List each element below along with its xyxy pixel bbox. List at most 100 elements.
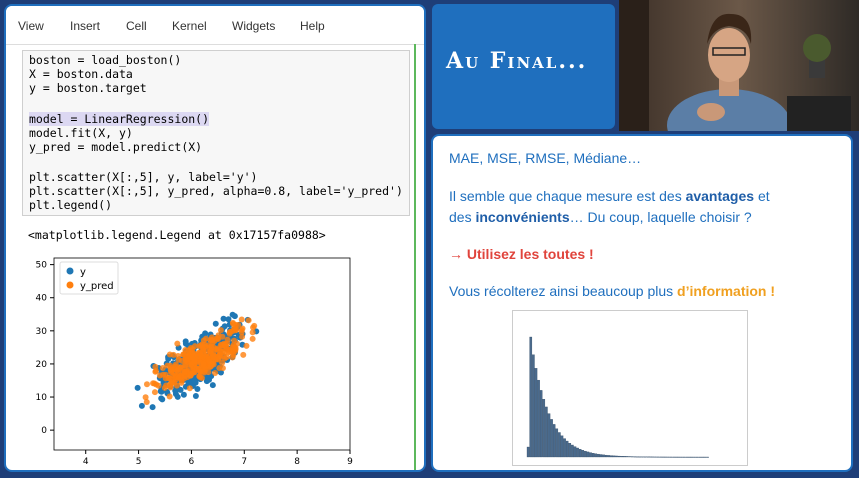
histogram-bar <box>584 450 587 458</box>
text-segment: Il semble que chaque mesure est des <box>449 188 686 204</box>
histogram-bar <box>597 453 600 458</box>
person-hand <box>697 103 725 121</box>
point-y <box>209 382 216 389</box>
point-y-pred <box>174 340 181 347</box>
point-y-pred <box>216 365 223 372</box>
histogram-bar <box>599 454 603 458</box>
cell-output: <matplotlib.legend.Legend at 0x17157fa09… <box>28 228 326 242</box>
code-line-highlighted: model = LinearRegression() <box>29 112 210 126</box>
histogram-bar <box>682 456 686 458</box>
point-y-pred <box>143 381 150 388</box>
histogram-bar <box>677 456 681 458</box>
histogram-bar <box>589 452 592 458</box>
histogram-bar <box>675 456 678 458</box>
point-y-pred <box>168 364 175 371</box>
point-y <box>180 391 187 398</box>
histogram-bar <box>550 419 553 458</box>
histogram-bar <box>555 428 559 458</box>
glasses <box>712 47 746 56</box>
point-y-pred <box>208 344 215 351</box>
histogram-bar <box>701 456 704 458</box>
point-y <box>172 387 179 394</box>
histogram-bar <box>547 413 551 458</box>
point-y-pred <box>225 349 232 356</box>
menu-view[interactable]: View <box>18 19 44 33</box>
point-y-pred <box>226 329 233 336</box>
scatter-plot: 4 5 6 7 8 9 0 10 20 30 40 50 y y_pred <box>36 257 354 464</box>
histogram-bar <box>586 451 590 458</box>
histogram-bar <box>695 456 699 458</box>
person-torso <box>667 89 791 131</box>
point-y-pred <box>251 322 258 329</box>
histogram-bar <box>552 424 556 458</box>
point-y <box>158 388 165 395</box>
histogram-bar <box>545 406 548 458</box>
slide-content-panel: MAE, MSE, RMSE, Médiane… Il semble que c… <box>431 134 853 472</box>
point-y-pred <box>159 364 166 371</box>
point-y-pred <box>238 327 245 334</box>
histogram-bar <box>537 379 540 458</box>
highlight-use-all: → Utilisez les toutes ! <box>449 246 594 262</box>
point-y-pred <box>181 368 188 375</box>
point-y-pred <box>200 360 207 367</box>
histogram-bar <box>607 455 611 458</box>
histogram-bar <box>604 454 608 458</box>
point-y-pred <box>245 317 252 324</box>
legend: y y_pred <box>59 261 119 295</box>
histogram-bar <box>669 456 673 458</box>
text-line-5: Vous récolterez ainsi beaucoup plus d’in… <box>449 283 775 299</box>
y-tick-label: 0 <box>41 426 47 436</box>
point-y <box>149 404 156 411</box>
menu-help[interactable]: Help <box>300 19 325 33</box>
webcam-video <box>619 0 859 131</box>
histogram-bar <box>685 456 689 458</box>
point-y-pred <box>249 329 256 336</box>
point-y-pred <box>166 393 173 400</box>
histogram-bar <box>591 453 595 458</box>
histogram-bar <box>578 449 582 458</box>
point-y <box>229 311 236 318</box>
histogram-bar <box>563 438 566 458</box>
menu-insert[interactable]: Insert <box>70 19 101 33</box>
legend-box <box>59 261 119 295</box>
point-y-pred <box>212 369 219 376</box>
point-y-pred <box>142 394 149 401</box>
legend-label-y: y <box>80 267 86 278</box>
histogram-bar <box>573 446 577 458</box>
point-y-pred <box>209 360 216 367</box>
point-y-pred <box>243 342 250 349</box>
axis-ticks: 4 5 6 7 8 9 0 10 20 30 40 50 <box>36 261 354 464</box>
webcam-image <box>619 0 859 131</box>
histogram-bar <box>630 456 634 458</box>
point-y <box>225 316 232 323</box>
point-y-pred <box>191 357 198 364</box>
scatter-points <box>134 311 260 411</box>
histogram-bar <box>633 456 637 458</box>
point-y-pred <box>219 348 226 355</box>
point-y-pred <box>175 374 182 381</box>
point-y-pred <box>163 382 170 389</box>
text-segment: et <box>754 188 770 204</box>
code-cell[interactable]: boston = load_boston() X = boston.data y… <box>22 50 410 216</box>
code-line: plt.legend() <box>29 198 113 212</box>
point-y-pred <box>188 370 195 377</box>
histogram-bar <box>688 456 691 458</box>
point-y-pred <box>156 372 163 379</box>
point-y-pred <box>238 316 245 323</box>
histogram-bar <box>698 456 702 458</box>
histogram-bar <box>568 443 572 458</box>
point-y <box>158 395 165 402</box>
point-y-pred <box>194 353 201 360</box>
menu-kernel[interactable]: Kernel <box>172 19 207 33</box>
histogram-bar <box>542 399 546 458</box>
histogram-bar <box>641 456 644 458</box>
histogram-bar <box>643 456 647 458</box>
histogram-bar <box>539 390 543 458</box>
point-y <box>138 402 145 409</box>
text-information: d’information ! <box>677 283 776 299</box>
text-disadvantages: inconvénients <box>475 209 570 225</box>
menu-cell[interactable]: Cell <box>126 19 147 33</box>
point-y-pred <box>143 399 150 406</box>
histogram-bar <box>651 456 655 458</box>
menu-widgets[interactable]: Widgets <box>232 19 276 33</box>
